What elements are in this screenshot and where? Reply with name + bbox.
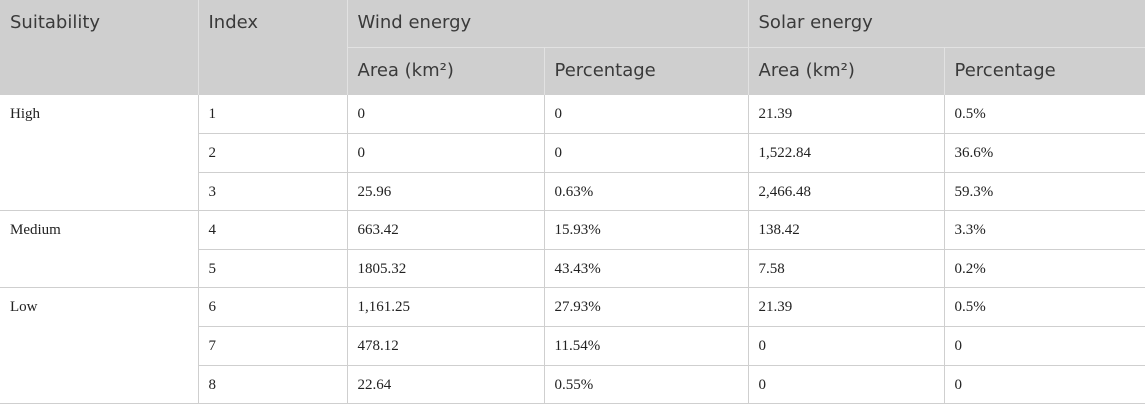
cell: 0 <box>943 326 1145 366</box>
body-row: High 1 0 0 21.39 0.5% <box>0 95 1145 212</box>
cell: 138.42 <box>747 210 944 250</box>
header-cell: Index <box>197 0 347 95</box>
group-label: High <box>0 95 198 212</box>
body-row: Low 6 1,161.25 27.93% 21.39 0.5% <box>0 287 1145 404</box>
cell: 0.63% <box>543 172 748 212</box>
header-cell: Suitability <box>0 0 198 95</box>
table-header: Suitability Index Wind energy Solar ener… <box>0 0 1145 95</box>
cell: 7 <box>197 326 347 366</box>
cell: 36.6% <box>943 133 1145 173</box>
body-row: Medium 4 663.42 15.93% 138.42 3.3% <box>0 210 1145 289</box>
cell: 0.5% <box>943 287 1145 328</box>
cell: 0 <box>943 365 1145 404</box>
cell: 1,522.84 <box>747 133 944 173</box>
cell: 3.3% <box>943 210 1145 250</box>
group-label: Low <box>0 287 198 404</box>
cell: 1 <box>197 95 347 135</box>
cell: 0 <box>543 133 748 173</box>
group-label: Medium <box>0 210 198 289</box>
cell: 0 <box>543 95 748 135</box>
cell: 1,161.25 <box>346 287 544 328</box>
cell: 3 <box>197 172 347 212</box>
cell: 8 <box>197 365 347 404</box>
cell: 7.58 <box>747 249 944 289</box>
cell: 478.12 <box>346 326 544 366</box>
cell: 43.43% <box>543 249 748 289</box>
body-row: 2 0 0 1,522.84 36.6% <box>0 133 1145 173</box>
cell: 0 <box>346 95 544 135</box>
header-cell: Wind energy <box>346 0 748 48</box>
cell: 0.5% <box>943 95 1145 135</box>
cell: 0.2% <box>943 249 1145 289</box>
table-body: High 1 0 0 21.39 0.5% 2 0 0 1,522.84 36.6% 3 25.96 0.… <box>0 95 1145 404</box>
body-row: 8 22.64 0.55% 0 0 <box>0 365 1145 404</box>
cell: 0.55% <box>543 365 748 404</box>
body-row: 7 478.12 11.54% 0 0 <box>0 326 1145 366</box>
header-row: Area (km²) Percentage Area (km²) Percent… <box>0 47 1145 95</box>
cell: 0 <box>747 326 944 366</box>
header-cell: Area (km²) <box>747 47 944 95</box>
cell: 4 <box>197 210 347 250</box>
body-row: 3 25.96 0.63% 2,466.48 59.3% <box>0 172 1145 212</box>
cell: 2 <box>197 133 347 173</box>
header-row: Suitability Index Wind energy Solar ener… <box>0 0 1145 95</box>
cell: 6 <box>197 287 347 328</box>
cell: 5 <box>197 249 347 289</box>
cell: 2,466.48 <box>747 172 944 212</box>
header-cell: Percentage <box>943 47 1145 95</box>
cell: 21.39 <box>747 287 944 328</box>
cell: 663.42 <box>346 210 544 250</box>
header-cell: Solar energy <box>747 0 1145 48</box>
header-cell: Percentage <box>543 47 748 95</box>
cell: 0 <box>747 365 944 404</box>
body-row: 5 1805.32 43.43% 7.58 0.2% <box>0 249 1145 289</box>
cell: 1805.32 <box>346 249 544 289</box>
cell: 59.3% <box>943 172 1145 212</box>
cell: 27.93% <box>543 287 748 328</box>
cell: 11.54% <box>543 326 748 366</box>
cell: 22.64 <box>346 365 544 404</box>
cell: 25.96 <box>346 172 544 212</box>
cell: 21.39 <box>747 95 944 135</box>
cell: 15.93% <box>543 210 748 250</box>
header-cell: Area (km²) <box>346 47 544 95</box>
cell: 0 <box>346 133 544 173</box>
